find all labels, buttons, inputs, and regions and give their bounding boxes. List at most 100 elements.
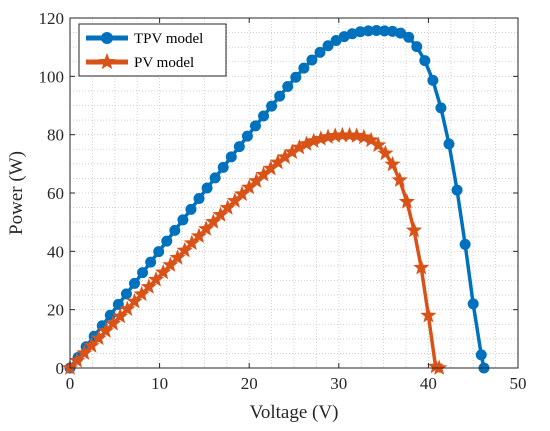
y-tick-label: 80 xyxy=(47,126,64,145)
x-tick-label: 0 xyxy=(66,374,75,393)
data-point-tpv-model xyxy=(354,26,366,38)
data-point-tpv-model xyxy=(258,110,270,122)
data-point-tpv-model xyxy=(249,120,261,132)
data-point-pv-model xyxy=(355,128,372,145)
data-point-tpv-model xyxy=(193,193,205,205)
data-point-pv-model xyxy=(176,241,193,258)
data-point-pv-model xyxy=(162,256,179,272)
data-point-tpv-model xyxy=(161,235,173,247)
y-axis-title: Power (W) xyxy=(6,151,27,235)
data-point-tpv-model xyxy=(451,184,463,196)
data-point-tpv-model xyxy=(201,182,213,194)
data-point-tpv-model xyxy=(419,55,431,67)
data-point-tpv-model xyxy=(370,25,382,37)
data-point-tpv-model xyxy=(411,41,423,53)
data-point-tpv-model xyxy=(266,100,278,112)
data-point-pv-model xyxy=(133,285,150,302)
data-point-pv-model xyxy=(276,148,294,164)
data-point-pv-model xyxy=(140,278,157,294)
data-point-pv-model xyxy=(76,344,93,360)
data-point-tpv-model xyxy=(185,203,197,215)
data-point-tpv-model xyxy=(314,46,326,58)
data-point-tpv-model xyxy=(217,161,229,173)
data-point-pv-model xyxy=(212,206,229,222)
x-tick-label: 30 xyxy=(330,374,347,393)
x-tick-label: 50 xyxy=(510,374,527,393)
data-point-pv-model xyxy=(205,213,222,229)
data-point-tpv-model xyxy=(435,102,447,114)
data-point-pv-model xyxy=(327,127,344,143)
legend: TPV model PV model xyxy=(78,23,227,77)
x-tick-label: 40 xyxy=(420,374,437,393)
legend-label-tpv: TPV model xyxy=(134,31,203,47)
data-point-pv-model xyxy=(83,337,100,353)
data-point-pv-model xyxy=(312,130,329,146)
data-point-tpv-model xyxy=(169,224,181,236)
data-point-pv-model xyxy=(190,227,208,244)
data-point-tpv-model xyxy=(274,90,286,102)
data-point-pv-model xyxy=(97,322,114,338)
y-tick-label: 60 xyxy=(47,184,64,203)
data-point-tpv-model xyxy=(209,172,221,184)
data-point-pv-model xyxy=(319,128,337,144)
data-point-pv-model xyxy=(384,155,401,172)
x-tick-label: 20 xyxy=(241,374,258,393)
data-point-tpv-model xyxy=(225,151,237,163)
data-point-pv-model xyxy=(420,307,437,323)
data-point-pv-model xyxy=(305,132,322,148)
data-point-pv-model xyxy=(398,193,415,209)
legend-marker-tpv xyxy=(101,32,113,44)
data-point-pv-model xyxy=(226,192,243,208)
axis-ticks: 0 10 20 30 40 50 0 20 40 60 80 100 120 xyxy=(39,9,527,393)
data-point-tpv-model xyxy=(475,349,487,361)
data-point-tpv-model xyxy=(467,298,479,310)
data-point-tpv-model xyxy=(427,74,439,86)
data-point-pv-model xyxy=(370,136,387,153)
data-point-tpv-model xyxy=(129,277,141,289)
data-point-pv-model xyxy=(334,126,351,143)
data-point-tpv-model xyxy=(120,288,132,300)
y-tick-label: 20 xyxy=(47,301,64,320)
y-tick-label: 40 xyxy=(47,242,64,261)
data-point-pv-model xyxy=(431,359,448,375)
y-tick-label: 120 xyxy=(39,9,65,28)
data-point-tpv-model xyxy=(443,138,455,150)
x-axis-title: Voltage (V) xyxy=(250,402,339,423)
data-point-pv-model xyxy=(262,160,279,176)
data-point-pv-model xyxy=(69,352,86,368)
data-point-tpv-model xyxy=(177,214,189,226)
data-point-pv-model xyxy=(291,139,308,155)
data-point-pv-model xyxy=(405,221,423,238)
data-point-tpv-model xyxy=(137,267,149,279)
data-point-tpv-model xyxy=(145,256,157,268)
data-point-pv-model xyxy=(284,143,301,160)
data-point-pv-model xyxy=(90,329,107,346)
data-point-pv-model xyxy=(147,271,165,287)
data-point-tpv-model xyxy=(459,238,471,250)
data-point-pv-model xyxy=(169,249,186,265)
data-point-tpv-model xyxy=(362,25,374,37)
data-point-pv-model xyxy=(155,263,172,280)
data-point-tpv-model xyxy=(322,40,334,52)
x-tick-label: 10 xyxy=(151,374,168,393)
data-point-pv-model xyxy=(341,126,358,143)
data-point-pv-model xyxy=(104,315,122,331)
data-point-pv-model xyxy=(126,293,143,309)
data-point-tpv-model xyxy=(233,141,245,153)
series-pv-model xyxy=(61,126,448,375)
series-layer xyxy=(61,25,490,375)
data-point-pv-model xyxy=(219,199,236,215)
data-point-tpv-model xyxy=(403,31,415,43)
data-point-pv-model xyxy=(298,135,315,151)
data-point-pv-model xyxy=(241,178,258,195)
data-point-pv-model xyxy=(248,172,265,188)
data-point-pv-model xyxy=(119,300,136,316)
data-point-tpv-model xyxy=(241,130,253,142)
legend-label-pv: PV model xyxy=(134,55,194,71)
data-point-pv-model xyxy=(255,166,272,182)
y-tick-label: 0 xyxy=(56,359,65,378)
data-point-pv-model xyxy=(413,259,430,275)
data-point-pv-model xyxy=(112,307,129,324)
data-point-pv-model xyxy=(269,153,286,170)
data-point-pv-model xyxy=(183,234,200,251)
